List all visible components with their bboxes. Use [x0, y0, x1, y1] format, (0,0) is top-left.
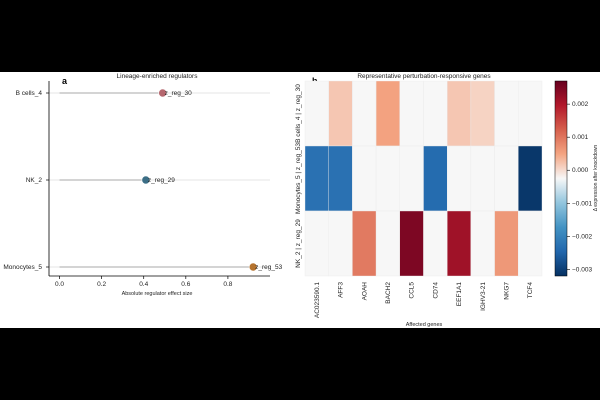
- row-label: B cells_4 | z_reg_30: [295, 84, 302, 143]
- point-label: z_reg_30: [165, 90, 192, 97]
- panel-b-heatmap-cells: [304, 80, 543, 277]
- column-label: AC023590.1: [314, 282, 321, 319]
- column-label: CCL5: [409, 282, 416, 299]
- heatmap-cell: [518, 145, 543, 212]
- point: [158, 88, 167, 98]
- column-label: EEF1A1: [456, 282, 463, 307]
- panel-a: a Lineage-enriched regulators z_reg_30z_…: [3, 73, 282, 297]
- heatmap-cell: [494, 210, 519, 277]
- heatmap-cell: [447, 145, 472, 212]
- heatmap-cell: [375, 210, 401, 277]
- column-label: TCF4: [527, 282, 534, 299]
- panel-a-dots: [141, 88, 258, 272]
- column-label: IGHV3-21: [480, 282, 487, 311]
- x-tick-label: 0.0: [55, 281, 64, 288]
- colorbar-tick-label: −0.002: [572, 233, 592, 240]
- figure-svg: a Lineage-enriched regulators z_reg_30z_…: [3, 73, 599, 328]
- heatmap-cell: [328, 210, 353, 277]
- column-label: CD74: [432, 282, 439, 299]
- panel-b-x-label: Affected genes: [406, 322, 443, 328]
- figure: a Lineage-enriched regulators z_reg_30 z_…: [0, 72, 600, 328]
- x-tick-label: 0.2: [97, 281, 106, 288]
- heatmap-cell: [304, 210, 329, 277]
- heatmap-cell: [352, 210, 377, 277]
- panel-a-x-label: Absolute regulator effect size: [122, 291, 193, 297]
- column-label: BACH2: [385, 282, 392, 304]
- column-label: AOAH: [361, 282, 368, 301]
- heatmap-cell: [447, 210, 472, 277]
- point: [248, 262, 258, 272]
- panel-a-category-labels: B cells_4 NK_2 Monocytes_5: [3, 90, 49, 271]
- heatmap-cell: [399, 145, 424, 212]
- heatmap-cell: [399, 80, 424, 147]
- panel-a-label: a: [62, 76, 68, 86]
- heatmap-cell: [423, 145, 448, 212]
- row-label: NK_2 | z_reg_29: [295, 219, 302, 268]
- x-tick-label: 0.8: [223, 281, 232, 288]
- heatmap-cell: [304, 145, 329, 212]
- colorbar-tick-label: 0.000: [572, 167, 589, 174]
- heatmap-cell: [423, 80, 448, 147]
- heatmap-cell: [375, 80, 401, 147]
- heatmap-cell: [399, 210, 424, 277]
- category-label: Monocytes_5: [3, 264, 42, 271]
- panel-b-title: Representative perturbation-responsive g…: [357, 73, 491, 80]
- heatmap-cell: [304, 80, 329, 147]
- colorbar-tick-label: 0.001: [572, 134, 589, 141]
- heatmap-cell: [352, 80, 377, 147]
- heatmap-cell: [328, 80, 353, 147]
- heatmap-cell: [423, 210, 448, 277]
- point-label: z_reg_53: [255, 264, 282, 271]
- heatmap-cell: [375, 145, 401, 212]
- category-label: B cells_4: [16, 90, 43, 97]
- panel-a-point-labels: z_reg_30 z_reg_29 z_reg_53: [148, 90, 283, 271]
- column-label: AFF3: [338, 282, 345, 298]
- heatmap-cell: [518, 210, 543, 277]
- point: [141, 175, 151, 185]
- heatmap-cell: [470, 210, 495, 277]
- panel-a-x-ticks: 0.0 0.2 0.4 0.6 0.8: [55, 276, 233, 288]
- colorbar-tick-label: −0.001: [572, 200, 592, 207]
- colorbar-tick-label: −0.003: [572, 266, 592, 273]
- colorbar-label: Δ expression after knockdown: [593, 145, 599, 212]
- category-label: NK_2: [26, 177, 43, 184]
- panel-a-stems: [59, 92, 254, 268]
- heatmap-cell: [470, 80, 495, 147]
- x-tick-label: 0.6: [181, 281, 190, 288]
- heatmap-cell: [470, 145, 495, 212]
- panel-b: b Representative perturbation-responsive…: [295, 73, 599, 328]
- heatmap-cell: [494, 145, 519, 212]
- column-label: NKG7: [503, 282, 510, 300]
- panel-b-column-labels: AC023590.1 AFF3 AOAH BACH2 CCL5 CD74 EEF1A1 IGH…: [314, 282, 534, 319]
- heatmap-cell: [352, 145, 377, 212]
- point-label: z_reg_29: [148, 177, 175, 184]
- colorbar: [554, 80, 568, 277]
- heatmap-cell: [494, 80, 519, 147]
- heatmap-cell: [447, 80, 472, 147]
- heatmap-cell: [518, 80, 543, 147]
- x-tick-label: 0.4: [139, 281, 148, 288]
- colorbar-tick-label: 0.002: [572, 101, 589, 108]
- panel-a-title: Lineage-enriched regulators: [117, 73, 199, 80]
- heatmap-cell: [328, 145, 353, 212]
- colorbar-ticks: 0.002 0.001 0.000 −0.001 −0.002 −0.003: [567, 101, 592, 273]
- row-label: Monocytes_5 | z_reg_53: [295, 143, 302, 214]
